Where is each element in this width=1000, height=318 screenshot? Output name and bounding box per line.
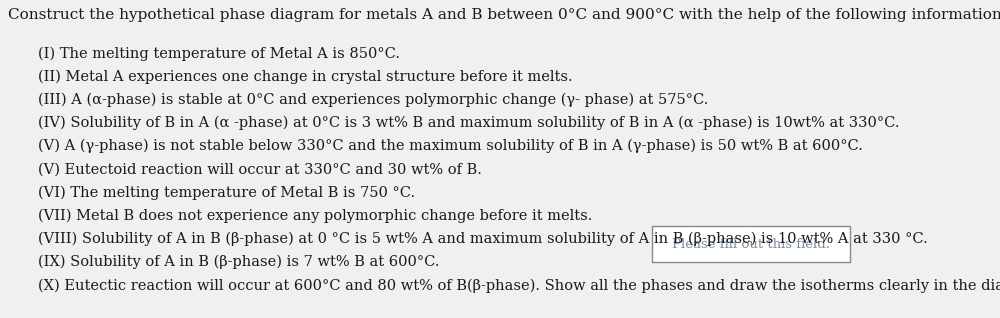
Text: (V) Eutectoid reaction will occur at 330°C and 30 wt% of B.: (V) Eutectoid reaction will occur at 330… xyxy=(38,162,482,176)
Text: (I) The melting temperature of Metal A is 850°C.: (I) The melting temperature of Metal A i… xyxy=(38,46,400,60)
Text: (IV) Solubility of B in A (α -phase) at 0°C is 3 wt% B and maximum solubility of: (IV) Solubility of B in A (α -phase) at … xyxy=(38,116,900,130)
Text: Construct the hypothetical phase diagram for metals A and B between 0°C and 900°: Construct the hypothetical phase diagram… xyxy=(8,8,1000,22)
Text: (II) Metal A experiences one change in crystal structure before it melts.: (II) Metal A experiences one change in c… xyxy=(38,69,573,84)
Text: (III) A (α-phase) is stable at 0°C and experiences polymorphic change (γ- phase): (III) A (α-phase) is stable at 0°C and e… xyxy=(38,93,708,107)
Bar xyxy=(652,226,850,262)
Text: (V) A (γ-phase) is not stable below 330°C and the maximum solubility of B in A (: (V) A (γ-phase) is not stable below 330°… xyxy=(38,139,863,153)
Text: (X) Eutectic reaction will occur at 600°C and 80 wt% of B(β-phase). Show all the: (X) Eutectic reaction will occur at 600°… xyxy=(38,278,1000,293)
Text: (IX) Solubility of A in B (β-phase) is 7 wt% B at 600°C.: (IX) Solubility of A in B (β-phase) is 7… xyxy=(38,255,440,269)
Text: Please fill out this field.: Please fill out this field. xyxy=(672,238,830,251)
Text: (VII) Metal B does not experience any polymorphic change before it melts.: (VII) Metal B does not experience any po… xyxy=(38,209,592,223)
Text: (VI) The melting temperature of Metal B is 750 °C.: (VI) The melting temperature of Metal B … xyxy=(38,185,415,200)
Text: (VIII) Solubility of A in B (β-phase) at 0 °C is 5 wt% A and maximum solubility : (VIII) Solubility of A in B (β-phase) at… xyxy=(38,232,928,246)
